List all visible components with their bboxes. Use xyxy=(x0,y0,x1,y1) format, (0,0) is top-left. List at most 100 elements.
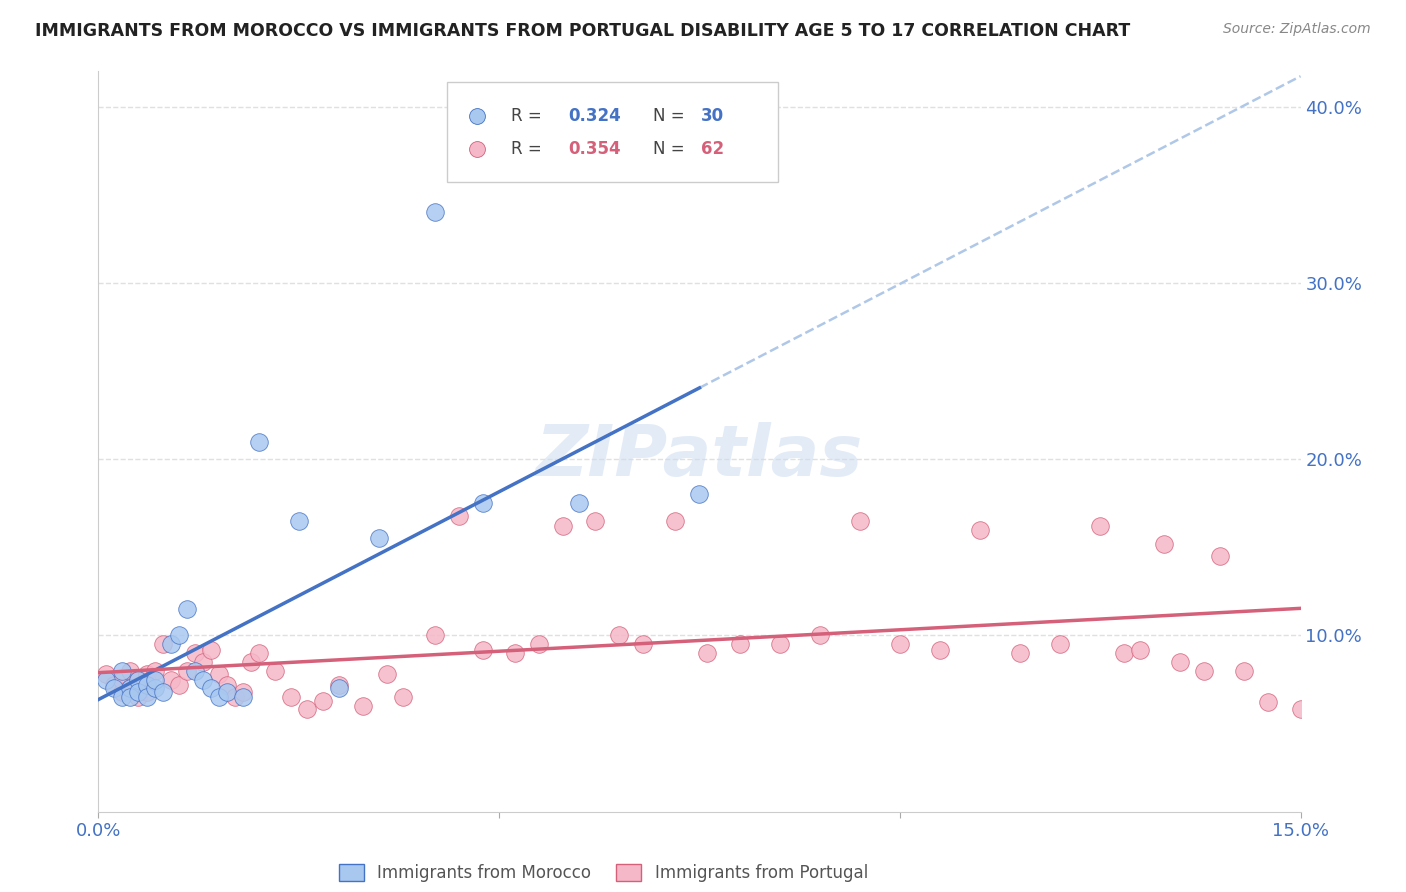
Point xyxy=(103,681,125,696)
Point xyxy=(1114,646,1136,660)
Point xyxy=(472,496,495,510)
Point xyxy=(1153,537,1175,551)
Point xyxy=(232,685,254,699)
Point xyxy=(167,628,190,642)
Point xyxy=(280,690,302,705)
Point xyxy=(568,496,591,510)
Point xyxy=(208,667,231,681)
Point xyxy=(128,673,150,687)
Point xyxy=(664,514,686,528)
Point xyxy=(1170,655,1192,669)
Point xyxy=(159,673,181,687)
Point xyxy=(128,673,150,687)
Text: R =: R = xyxy=(510,107,547,125)
Point xyxy=(128,690,150,705)
Point xyxy=(312,694,335,708)
Point xyxy=(135,685,157,699)
Point xyxy=(368,532,391,546)
Point xyxy=(152,637,174,651)
Point xyxy=(96,667,118,681)
Point xyxy=(1289,702,1312,716)
Point xyxy=(328,678,350,692)
Point xyxy=(689,487,711,501)
Text: IMMIGRANTS FROM MOROCCO VS IMMIGRANTS FROM PORTUGAL DISABILITY AGE 5 TO 17 CORRE: IMMIGRANTS FROM MOROCCO VS IMMIGRANTS FR… xyxy=(35,22,1130,40)
Point xyxy=(247,646,270,660)
Point xyxy=(529,637,551,651)
FancyBboxPatch shape xyxy=(447,82,778,183)
Text: 62: 62 xyxy=(700,140,724,158)
Point xyxy=(143,673,166,687)
Point xyxy=(183,646,205,660)
Point xyxy=(159,637,181,651)
Point xyxy=(1129,642,1152,657)
Text: 0.354: 0.354 xyxy=(568,140,621,158)
Point xyxy=(969,523,991,537)
Point xyxy=(247,434,270,449)
Point xyxy=(143,681,166,696)
Point xyxy=(1209,549,1232,563)
Point xyxy=(328,681,350,696)
Point xyxy=(120,681,142,696)
Point xyxy=(128,685,150,699)
Point xyxy=(111,664,134,678)
Point xyxy=(215,685,238,699)
Point xyxy=(152,685,174,699)
Point xyxy=(929,642,952,657)
Point xyxy=(849,514,872,528)
Point xyxy=(120,681,142,696)
Point xyxy=(135,678,157,692)
Point xyxy=(295,702,318,716)
Text: N =: N = xyxy=(652,107,689,125)
Point xyxy=(167,678,190,692)
Point xyxy=(1088,519,1111,533)
Point xyxy=(352,698,374,713)
Point xyxy=(375,667,398,681)
Point xyxy=(208,690,231,705)
Text: R =: R = xyxy=(510,140,547,158)
Point xyxy=(423,205,446,219)
Point xyxy=(423,628,446,642)
Point xyxy=(191,673,214,687)
Point xyxy=(889,637,911,651)
Point xyxy=(392,690,415,705)
Point xyxy=(239,655,262,669)
Point xyxy=(191,655,214,669)
Text: 0.324: 0.324 xyxy=(568,107,621,125)
Point xyxy=(609,628,631,642)
Point xyxy=(96,673,118,687)
Point xyxy=(120,664,142,678)
Point xyxy=(1257,695,1279,709)
Text: 30: 30 xyxy=(700,107,724,125)
Point xyxy=(183,664,205,678)
Text: Source: ZipAtlas.com: Source: ZipAtlas.com xyxy=(1223,22,1371,37)
Point xyxy=(103,678,125,692)
Text: N =: N = xyxy=(652,140,689,158)
Point xyxy=(1233,664,1256,678)
Point xyxy=(111,690,134,705)
Point xyxy=(215,678,238,692)
Point xyxy=(808,628,831,642)
Point xyxy=(135,667,157,681)
Point xyxy=(176,602,198,616)
Point xyxy=(1194,664,1216,678)
Point xyxy=(224,690,246,705)
Point xyxy=(447,508,470,523)
Point xyxy=(288,514,311,528)
Point xyxy=(120,690,142,705)
Point xyxy=(633,637,655,651)
Text: ZIPatlas: ZIPatlas xyxy=(536,422,863,491)
Legend: Immigrants from Morocco, Immigrants from Portugal: Immigrants from Morocco, Immigrants from… xyxy=(332,857,875,888)
Point xyxy=(232,690,254,705)
Point xyxy=(263,664,285,678)
Point xyxy=(135,690,157,705)
Point xyxy=(553,519,575,533)
Point xyxy=(583,514,606,528)
Point xyxy=(111,673,134,687)
Point xyxy=(176,664,198,678)
Point xyxy=(200,681,222,696)
Point xyxy=(1010,646,1032,660)
Point xyxy=(111,685,134,699)
Point xyxy=(769,637,792,651)
Point xyxy=(503,646,526,660)
Point xyxy=(696,646,718,660)
